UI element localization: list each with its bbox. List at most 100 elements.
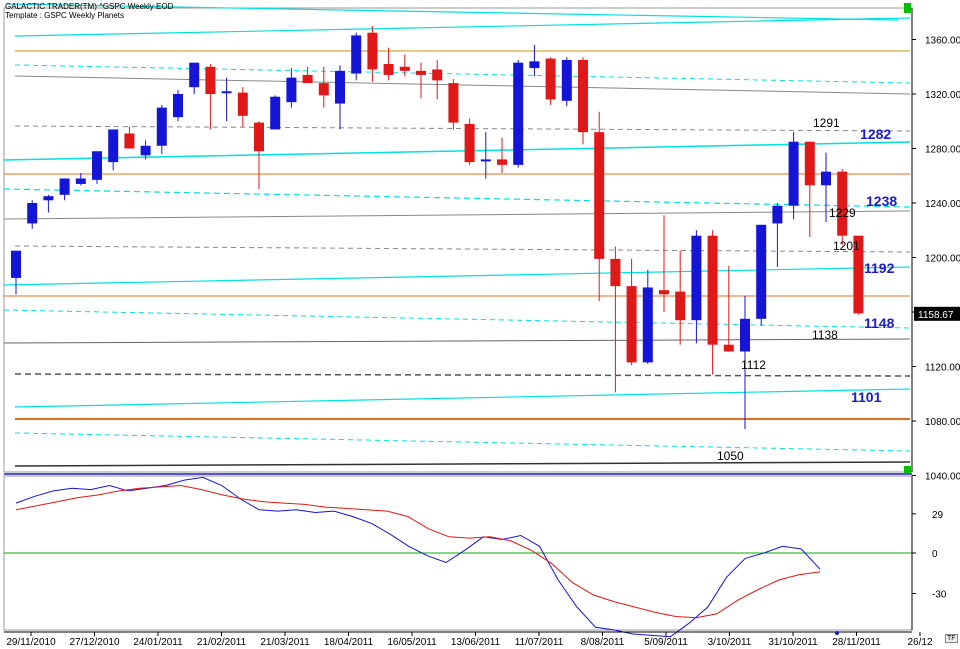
candle-body-48 (772, 205, 783, 224)
scroll-handle-bottom (904, 466, 911, 473)
last-price-label: 1158.67 (918, 310, 954, 321)
candle-body-34 (545, 58, 556, 100)
candle-body-50 (804, 141, 815, 186)
level-labels: 1291 1282 1238 1229 1201 1192 1148 1138 1112 1101… (717, 116, 897, 463)
candle-body-1 (11, 250, 21, 278)
candle-body-32 (513, 62, 524, 165)
candle-body-39 (626, 286, 637, 363)
candle-body-26 (416, 70, 426, 75)
level-label-1050: 1050 (717, 449, 744, 463)
candle-body-29 (464, 123, 475, 163)
osc-tick-label-29: 29 (932, 510, 944, 521)
candle-body-27 (432, 69, 443, 81)
candle-body-7 (108, 129, 119, 163)
app-title: GALACTIC TRADER(TM) ^GSPC Weekly EOD (5, 2, 174, 11)
price-tick-label-1120.00: 1120.00 (925, 363, 960, 374)
level-label-1148: 1148 (864, 315, 895, 331)
planet-line-6 (14, 125, 911, 132)
date-label-3: 24/01/2011 (133, 637, 183, 648)
candle-body-19 (302, 74, 313, 84)
planet-line-17 (14, 388, 911, 408)
oscillator-pane (4, 476, 912, 638)
level-label-1201: 1201 (833, 239, 860, 253)
candle-body-33 (529, 61, 540, 69)
price-tick-label-1040.00: 1040.00 (925, 472, 960, 483)
candle-body-36 (578, 59, 588, 133)
level-label-1138: 1138 (812, 328, 838, 342)
candle-body-4 (59, 178, 70, 195)
candle-body-49 (788, 141, 799, 206)
planet-line-10 (3, 210, 911, 220)
current-date-marker (835, 631, 839, 635)
price-tick-label-1320.00: 1320.00 (925, 90, 960, 101)
date-label-5: 21/03/2011 (260, 637, 310, 648)
candle-body-28 (448, 83, 459, 123)
candle-body-5 (75, 178, 86, 184)
price-axis: 1360.001320.001280.001240.001200.001160.… (904, 3, 960, 483)
planet-line-14 (3, 309, 911, 329)
candle-body-14 (221, 91, 232, 94)
candle-body-51 (821, 171, 831, 186)
candle-body-3 (43, 196, 54, 201)
osc-tick-label-0: 0 (932, 549, 938, 560)
candle-body-41 (659, 290, 669, 295)
planet-line-11 (14, 245, 911, 253)
candle-body-18 (286, 77, 297, 103)
scroll-handle-top (904, 3, 911, 13)
main-pane-frame (3, 7, 913, 473)
candle-body-9 (140, 145, 151, 156)
planet-line-4 (14, 64, 911, 84)
candle-body-47 (756, 224, 767, 319)
candle-body-46 (740, 318, 750, 352)
candle-body-52 (837, 171, 848, 236)
planet-line-16 (14, 373, 911, 377)
planet-line-20 (14, 461, 911, 467)
candle-body-10 (156, 107, 167, 146)
price-tick-label-1080.00: 1080.00 (925, 417, 960, 428)
level-label-1112: 1112 (741, 358, 766, 372)
candle-body-44 (707, 235, 718, 345)
planet-line-2 (14, 17, 911, 37)
candle-body-37 (594, 132, 605, 259)
osc-tick-label--30: -30 (932, 590, 947, 601)
oscillator-fast-line (15, 476, 821, 638)
date-label-6: 18/04/2011 (324, 637, 374, 648)
planet-line-1 (6, 3, 899, 21)
candle-body-38 (610, 258, 621, 287)
candle-body-23 (367, 32, 378, 70)
candle-body-35 (561, 59, 572, 101)
candle-body-8 (124, 133, 135, 149)
date-label-1: 29/11/2010 (6, 637, 56, 648)
candlestick-series (11, 25, 864, 430)
date-label-9: 11/07/2011 (515, 637, 564, 648)
date-label-11: 5/09/2011 (644, 637, 688, 648)
date-label-14: 28/11/2011 (832, 637, 881, 648)
level-label-1282: 1282 (860, 126, 891, 142)
oscillator-slow-line (15, 484, 821, 619)
candle-body-45 (723, 344, 734, 352)
level-label-1192: 1192 (864, 260, 895, 276)
planet-line-9 (3, 188, 911, 208)
date-label-8: 13/06/2011 (451, 637, 501, 648)
date-label-10: 8/08/2011 (581, 637, 625, 648)
planet-line-15 (3, 338, 911, 344)
candle-body-12 (189, 62, 200, 88)
date-label-15: 26/12 (907, 637, 932, 648)
planet-line-5 (14, 75, 911, 95)
level-label-1291: 1291 (813, 116, 840, 130)
oscillator-axis: 29 0 -30 (911, 476, 947, 630)
last-price-box (914, 306, 960, 321)
candle-body-43 (691, 235, 702, 321)
template-label: Template : GSPC Weekly Planets (5, 11, 125, 20)
candle-body-22 (351, 35, 362, 74)
candle-body-16 (254, 122, 264, 152)
candle-body-20 (318, 83, 329, 96)
price-tick-label-1360.00: 1360.00 (925, 36, 960, 47)
candle-body-15 (237, 92, 248, 116)
candle-body-17 (270, 96, 281, 130)
level-label-1101: 1101 (851, 389, 882, 405)
tf-corner-label[interactable]: TF (945, 634, 958, 643)
candle-body-25 (399, 66, 410, 71)
date-label-13: 31/10/2011 (768, 637, 818, 648)
